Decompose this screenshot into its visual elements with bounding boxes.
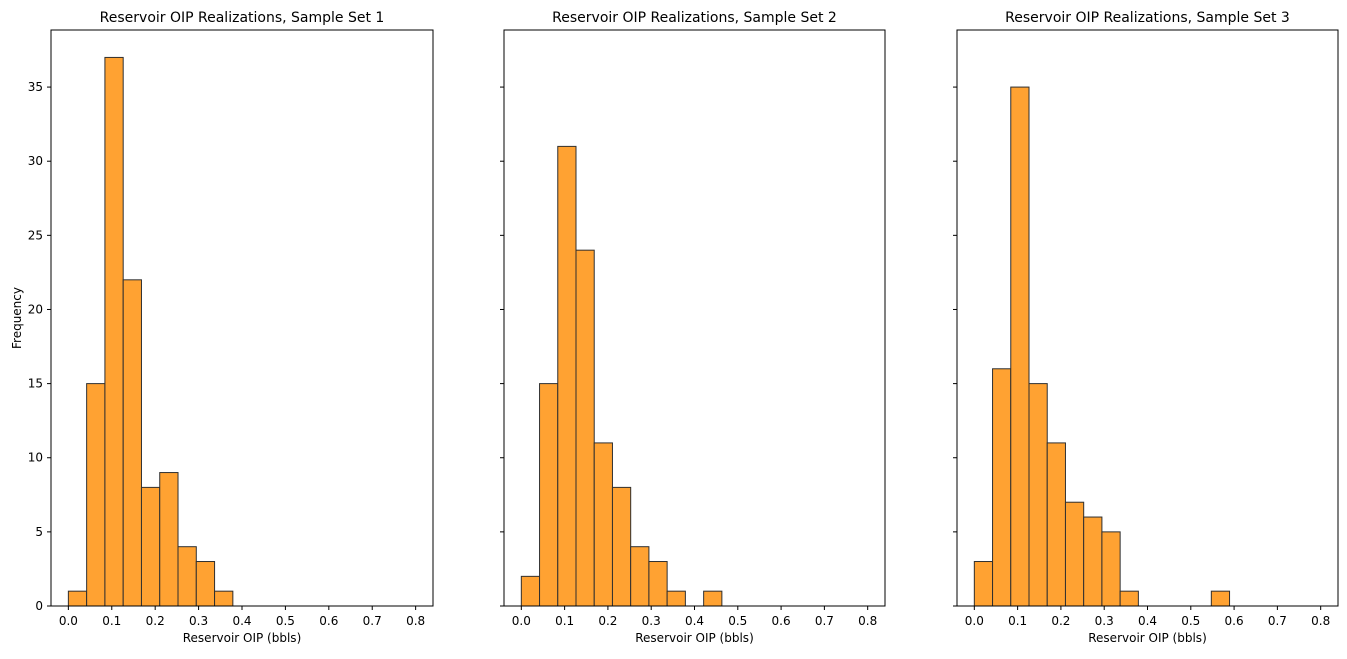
histogram-bar [992,368,1012,607]
x-tick-label: 0.5 [1181,614,1200,628]
histogram-bar [122,279,142,607]
x-tick-label: 0.4 [1138,614,1157,628]
x-tick-label: 0.8 [858,614,877,628]
histogram-bar [177,546,197,607]
y-tick-label: 0 [35,599,43,613]
x-tick-label: 0.0 [512,614,531,628]
y-axis-ticks: 0 5 10 15 20 25 30 35 [28,80,51,613]
histogram-bar [539,383,559,607]
x-tick-label: 0.6 [1225,614,1244,628]
x-tick-label: 0.5 [728,614,747,628]
histogram-panel-sample-set-1: Reservoir OIP Realizations, Sample Set 1… [10,10,434,645]
histogram-bar [1010,86,1030,607]
y-tick-label: 30 [28,154,43,168]
x-tick-label: 0.1 [555,614,574,628]
y-axis-ticks [953,86,957,607]
histogram-bar [1210,590,1231,607]
x-axis-ticks: 0.0 0.1 0.2 0.3 0.4 0.5 0.6 0.7 0.8 [59,606,425,628]
histogram-bar [67,590,88,607]
histogram-bar [520,575,541,607]
x-tick-label: 0.3 [189,614,208,628]
chart-title: Reservoir OIP Realizations, Sample Set 1 [100,10,385,26]
chart-title: Reservoir OIP Realizations, Sample Set 2 [552,10,837,26]
x-axis-label: Reservoir OIP (bbls) [1088,631,1207,645]
histogram-bar [1119,590,1139,607]
chart-title: Reservoir OIP Realizations, Sample Set 3 [1005,10,1290,26]
x-axis-label: Reservoir OIP (bbls) [635,631,754,645]
histogram-bar [1101,531,1121,607]
x-tick-label: 0.2 [1051,614,1070,628]
bars [67,56,234,607]
histogram-bar [666,590,686,607]
histogram-bar [140,486,161,607]
histogram-bar [557,145,577,607]
y-tick-label: 35 [28,80,43,94]
histogram-bar [973,561,994,607]
x-tick-label: 0.8 [406,614,425,628]
histogram-bar [630,546,650,607]
histogram-bar [214,590,234,607]
x-axis-ticks: 0.0 0.1 0.2 0.3 0.4 0.5 0.6 0.7 0.8 [512,606,877,628]
y-tick-label: 10 [28,451,43,465]
histogram-bar [1083,516,1103,607]
x-tick-label: 0.7 [363,614,382,628]
y-tick-label: 5 [35,525,43,539]
x-tick-label: 0.3 [1095,614,1114,628]
x-tick-label: 0.7 [1268,614,1287,628]
x-tick-label: 0.5 [276,614,295,628]
x-axis-ticks: 0.0 0.1 0.2 0.3 0.4 0.5 0.6 0.7 0.8 [965,606,1330,628]
x-tick-label: 0.7 [815,614,834,628]
x-tick-label: 0.0 [59,614,78,628]
bars [973,86,1231,607]
x-tick-label: 0.8 [1311,614,1330,628]
histogram-bar [1064,501,1085,607]
bars [520,145,723,607]
histogram-bar [104,56,124,607]
x-tick-label: 0.1 [102,614,121,628]
histogram-panel-sample-set-2: Reservoir OIP Realizations, Sample Set 2… [500,10,886,645]
x-tick-label: 0.2 [598,614,617,628]
histogram-bar [611,486,632,607]
x-tick-label: 0.1 [1008,614,1027,628]
histogram-bar [195,561,216,607]
x-tick-label: 0.2 [146,614,165,628]
histogram-bar [575,249,595,607]
x-tick-label: 0.0 [965,614,984,628]
y-tick-label: 15 [28,377,43,391]
y-axis-label: Frequency [10,287,24,349]
x-axis-label: Reservoir OIP (bbls) [183,631,302,645]
y-tick-label: 20 [28,302,43,316]
x-tick-label: 0.4 [685,614,704,628]
x-tick-label: 0.4 [232,614,251,628]
histogram-bar [703,590,723,607]
x-tick-label: 0.3 [642,614,661,628]
histogram-bar [86,383,106,607]
histogram-bar [593,442,613,607]
histogram-bar [648,561,668,607]
histogram-bar [1028,383,1048,607]
x-tick-label: 0.6 [772,614,791,628]
y-axis-ticks [500,86,504,607]
y-tick-label: 25 [28,228,43,242]
histogram-bar [1046,442,1066,607]
histogram-panel-sample-set-3: Reservoir OIP Realizations, Sample Set 3… [953,10,1339,645]
histogram-bar [159,472,179,607]
x-tick-label: 0.6 [319,614,338,628]
